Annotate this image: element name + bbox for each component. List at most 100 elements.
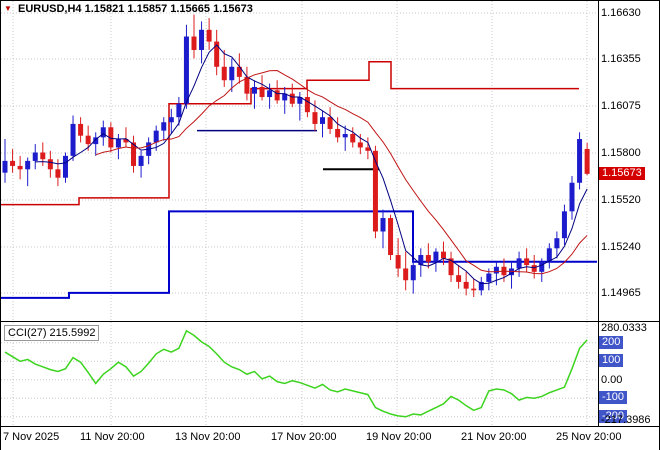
candle-bear xyxy=(365,147,371,151)
candle-bear xyxy=(440,251,446,259)
candle-bull xyxy=(539,261,545,272)
candle-bear xyxy=(395,255,401,269)
candle-bear xyxy=(463,281,469,289)
candle-bull xyxy=(267,90,273,98)
candle-bull xyxy=(115,139,121,148)
candle-bear xyxy=(335,128,341,138)
candle-bull xyxy=(282,93,288,101)
candle-bull xyxy=(251,86,257,94)
candle-bear xyxy=(236,66,242,77)
candle-bear xyxy=(357,142,363,148)
candle-bear xyxy=(274,90,280,101)
candle-bull xyxy=(433,251,439,262)
candle-bear xyxy=(456,275,462,282)
candle-bull xyxy=(546,248,552,262)
time-axis-label: 7 Nov 2025 xyxy=(3,431,60,443)
candle-bear xyxy=(85,135,91,145)
candle-bull xyxy=(62,155,68,178)
time-axis[interactable]: 7 Nov 2025 11 Nov 20:00 13 Nov 20:00 17 Nov… xyxy=(1,427,659,450)
price-axis[interactable]: 1.15673 1.16630 1.16355 1.16075 1.15800 1.15… xyxy=(599,1,659,322)
candle-bear xyxy=(108,127,114,148)
indicator-label: CCI(27) 215.5992 xyxy=(4,325,100,341)
candle-bull xyxy=(153,130,159,143)
candle-bear xyxy=(78,123,84,136)
time-axis-label: 13 Nov 20:00 xyxy=(175,431,241,443)
resistance-step-line xyxy=(1,60,579,206)
panel-separator[interactable] xyxy=(1,321,659,322)
time-axis-label: 25 Nov 20:00 xyxy=(556,431,622,443)
candle-bear xyxy=(55,169,61,178)
price-chart-area[interactable] xyxy=(1,1,598,321)
candle-bear xyxy=(206,29,212,42)
cci-axis-min-label: -217.3986 xyxy=(601,414,651,426)
cci-level-badge: 200 xyxy=(599,335,624,349)
cci-line xyxy=(4,329,588,418)
indicator-axis[interactable]: 280.0333 200 100 0.00 -100 -200 -217.3986 xyxy=(599,322,659,426)
time-axis-label: 11 Nov 20:00 xyxy=(80,431,145,443)
cci-axis-zero-label: 0.00 xyxy=(601,373,623,386)
support-step-line xyxy=(1,210,597,299)
candle-bull xyxy=(199,29,205,50)
price-axis-label: 1.14965 xyxy=(601,287,641,299)
candle-bear xyxy=(471,288,477,291)
candle-bull xyxy=(70,123,76,156)
candle-bear xyxy=(40,152,46,160)
candle-bull xyxy=(493,266,499,274)
cci-indicator-panel[interactable] xyxy=(1,322,598,426)
candle-bull xyxy=(93,137,99,145)
candle-bear xyxy=(584,148,590,174)
candle-bull xyxy=(176,103,182,118)
candle-bear xyxy=(388,218,394,256)
axis-separator xyxy=(1,426,659,427)
candle-bull xyxy=(569,182,575,212)
candle-bear xyxy=(131,142,137,166)
cci-axis-max-label: 280.0333 xyxy=(601,322,647,334)
candle-bull xyxy=(229,66,235,81)
candle-bull xyxy=(32,152,38,161)
candle-bull xyxy=(554,238,560,249)
candle-bear xyxy=(123,139,129,143)
price-axis-label: 1.15520 xyxy=(601,194,641,206)
candle-bull xyxy=(380,218,386,232)
current-price-badge: 1.15673 xyxy=(599,167,645,180)
price-axis-label: 1.16630 xyxy=(601,7,641,19)
candle-bear xyxy=(244,76,250,94)
price-axis-label: 1.16355 xyxy=(601,53,641,65)
price-axis-label: 1.15240 xyxy=(601,241,641,253)
candle-bull xyxy=(561,211,567,239)
candle-bear xyxy=(259,86,265,98)
candle-bear xyxy=(47,159,53,170)
candle-bear xyxy=(403,268,409,281)
chart-title: ▼ EURUSD,H4 1.15821 1.15857 1.15665 1.15… xyxy=(4,3,253,15)
candle-bear xyxy=(214,41,220,67)
candle-bear xyxy=(304,97,310,113)
time-axis-label: 17 Nov 20:00 xyxy=(271,431,337,443)
price-axis-border xyxy=(598,1,599,426)
candle-bear xyxy=(448,258,454,276)
symbol-ohlc-text: EURUSD,H4 1.15821 1.15857 1.15665 1.1567… xyxy=(17,3,253,15)
candle-bull xyxy=(138,155,144,166)
candle-bull xyxy=(25,160,31,170)
price-axis-label: 1.16075 xyxy=(601,100,641,112)
candle-bear xyxy=(524,258,530,266)
candle-bull xyxy=(2,160,8,173)
candle-bull xyxy=(516,258,522,269)
candle-bear xyxy=(312,112,318,124)
candle-bull xyxy=(478,281,484,291)
price-axis-label: 1.15800 xyxy=(601,147,641,159)
candle-bull xyxy=(297,97,303,104)
candle-bear xyxy=(327,117,333,129)
candle-bear xyxy=(350,134,356,143)
time-axis-label: 19 Nov 20:00 xyxy=(366,431,432,443)
candle-bear xyxy=(425,255,431,262)
candle-bear xyxy=(221,66,227,81)
candle-bull xyxy=(342,134,348,138)
candle-bull xyxy=(183,36,189,104)
candle-bull xyxy=(486,273,492,282)
fast-ma-line xyxy=(35,44,588,285)
candle-bear xyxy=(191,36,197,50)
candle-bull xyxy=(418,255,424,266)
candle-bull xyxy=(577,139,583,183)
candle-bull xyxy=(410,265,416,281)
